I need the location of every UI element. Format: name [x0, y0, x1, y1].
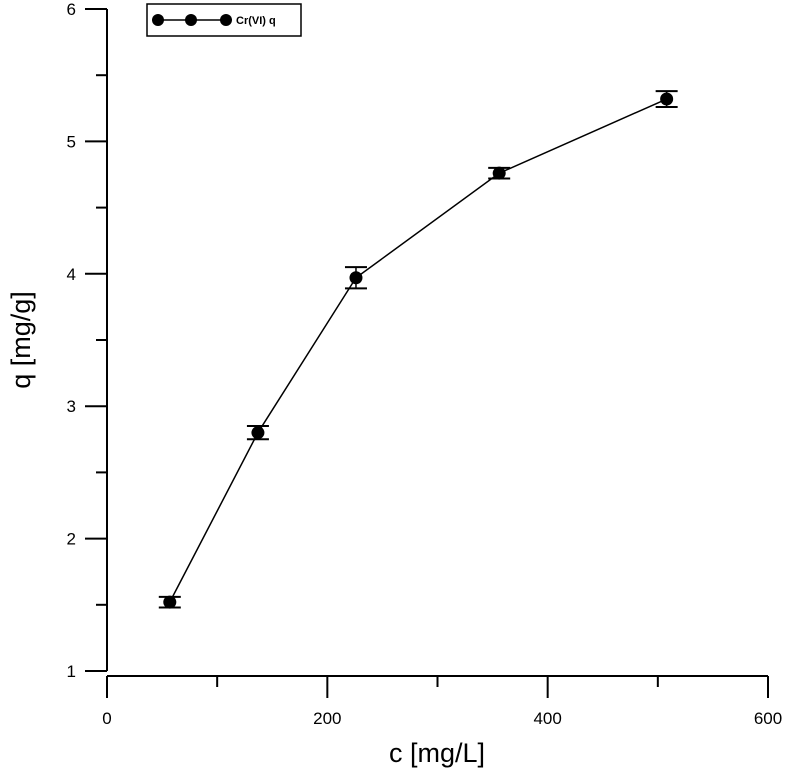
- y-tick-label: 2: [67, 530, 76, 549]
- data-point-marker-icon: [163, 595, 177, 609]
- data-point-marker-icon: [251, 426, 265, 440]
- x-tick-label: 400: [533, 709, 561, 728]
- x-tick-label: 600: [754, 709, 782, 728]
- y-tick-label: 1: [67, 662, 76, 681]
- y-tick-label: 6: [67, 0, 76, 19]
- series-cr-vi-q: [158, 90, 678, 609]
- legend-marker-icon: [152, 14, 164, 26]
- y-axis-title: q [mg/g]: [6, 291, 36, 389]
- y-tick-label: 5: [67, 132, 76, 151]
- x-axis-title: c [mg/L]: [389, 738, 485, 768]
- legend-marker-icon: [185, 14, 197, 26]
- series-line: [169, 98, 667, 603]
- legend-label: Cr(VI) q: [236, 15, 276, 27]
- x-tick-label: 0: [102, 709, 111, 728]
- x-ticks: 0 200 400 600: [102, 676, 782, 728]
- x-tick-label: 200: [313, 709, 341, 728]
- axes: [106, 9, 768, 677]
- data-point-marker-icon: [349, 271, 363, 285]
- legend-marker-icon: [220, 14, 232, 26]
- data-point-marker-icon: [492, 166, 506, 180]
- data-point-marker-icon: [660, 92, 674, 106]
- y-tick-label: 3: [67, 397, 76, 416]
- legend: Cr(VI) q: [146, 3, 302, 37]
- y-tick-label: 4: [67, 265, 76, 284]
- y-ticks: 1 2 3 4 5 6: [67, 0, 107, 681]
